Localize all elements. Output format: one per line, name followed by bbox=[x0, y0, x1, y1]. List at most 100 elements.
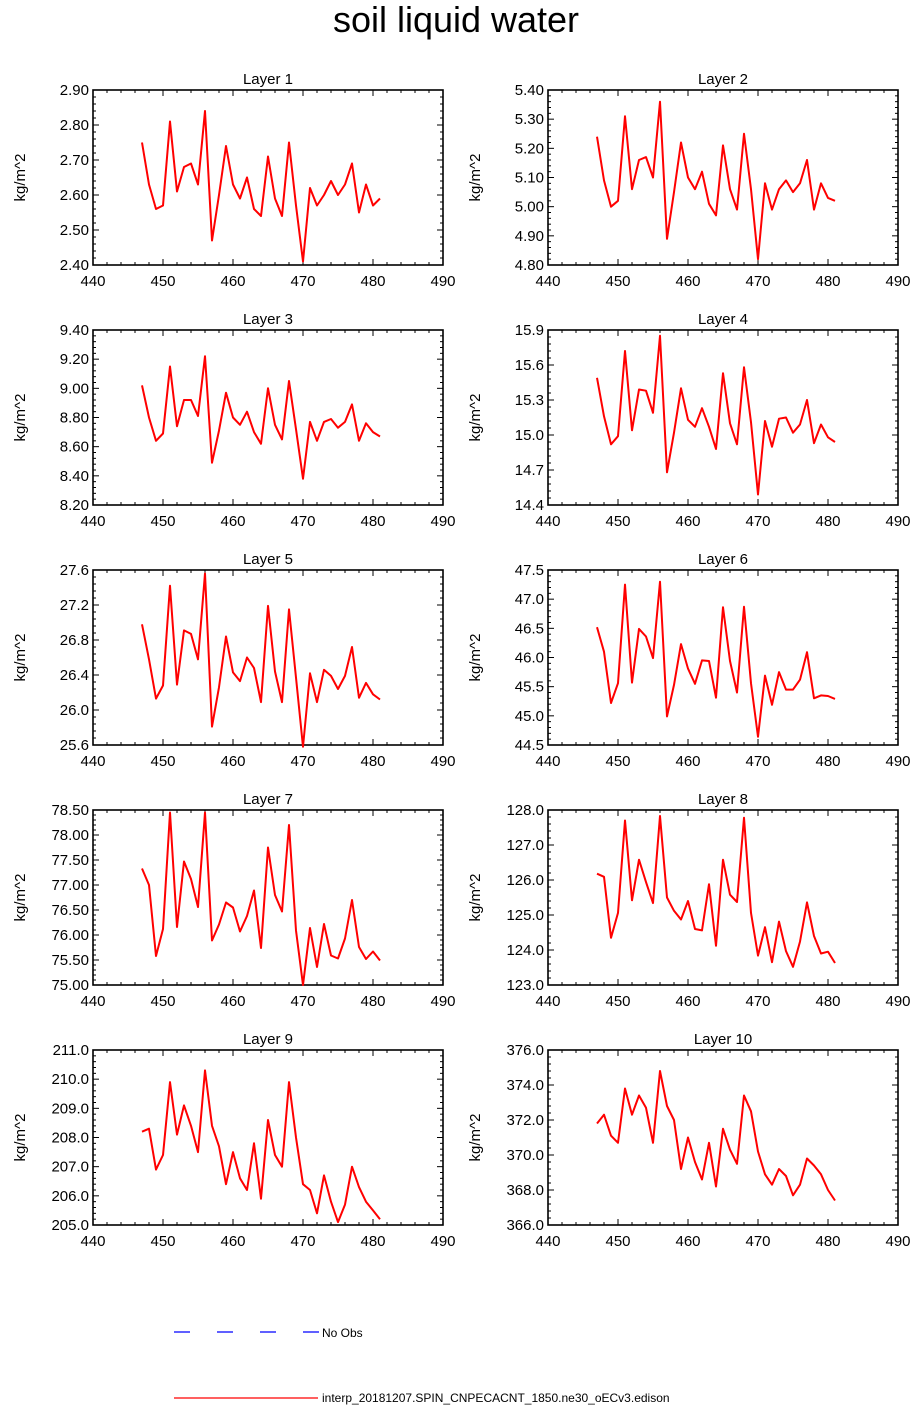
panel-10-title: Layer 10 bbox=[694, 1031, 752, 1048]
panel-2-xtick-label: 490 bbox=[885, 273, 910, 290]
panel-3-xtick-label: 490 bbox=[430, 513, 455, 530]
panel-6-ytick-label: 47.5 bbox=[515, 562, 544, 579]
panel-9-title: Layer 9 bbox=[243, 1031, 293, 1048]
panel-3-series-line bbox=[141, 355, 381, 480]
panel-10-xtick-label: 490 bbox=[885, 1233, 910, 1250]
panel-4-frame bbox=[547, 329, 899, 506]
panel-2-xtick-label: 440 bbox=[535, 273, 560, 290]
panel-8-ytick-label: 124.0 bbox=[506, 942, 544, 959]
panel-1-xtick-label: 470 bbox=[290, 273, 315, 290]
panel-4-series-line bbox=[596, 334, 836, 496]
panel-8-ytick-label: 123.0 bbox=[506, 977, 544, 994]
panel-1-title: Layer 1 bbox=[243, 71, 293, 88]
panel-2-xtick-label: 460 bbox=[675, 273, 700, 290]
panel-2-ytick-label: 4.90 bbox=[515, 228, 544, 245]
panel-4-ytick-label: 15.3 bbox=[515, 392, 544, 409]
panel-1-ytick-label: 2.60 bbox=[60, 187, 89, 204]
panel-9-ytick-label: 208.0 bbox=[51, 1130, 89, 1147]
panel-9-xtick-label: 490 bbox=[430, 1233, 455, 1250]
panel-1-xtick-label: 450 bbox=[150, 273, 175, 290]
panel-3-xtick-label: 480 bbox=[360, 513, 385, 530]
panel-8-title: Layer 8 bbox=[698, 791, 748, 808]
panel-10-ytick-label: 376.0 bbox=[506, 1042, 544, 1059]
panel-8-ytick-label: 127.0 bbox=[506, 837, 544, 854]
panel-1-xtick-label: 440 bbox=[80, 273, 105, 290]
panel-3-ytick-label: 8.60 bbox=[60, 439, 89, 456]
panel-5-ytick-label: 26.0 bbox=[60, 702, 89, 719]
panel-5-ytick-label: 26.8 bbox=[60, 632, 89, 649]
panel-8-xtick-label: 440 bbox=[535, 993, 560, 1010]
panel-5-ytick-label: 27.2 bbox=[60, 597, 89, 614]
panel-10-ytick-label: 366.0 bbox=[506, 1217, 544, 1234]
panel-6-xtick-label: 450 bbox=[605, 753, 630, 770]
panel-9-ytick-label: 205.0 bbox=[51, 1217, 89, 1234]
panel-5-ytick-label: 25.6 bbox=[60, 737, 89, 754]
panel-10-ytick-label: 370.0 bbox=[506, 1147, 544, 1164]
panel-8-ytick-label: 125.0 bbox=[506, 907, 544, 924]
panel-10-xtick-label: 450 bbox=[605, 1233, 630, 1250]
panel-9-series-line bbox=[141, 1069, 381, 1224]
panel-6-ytick-label: 45.0 bbox=[515, 708, 544, 725]
panel-10-xtick-label: 480 bbox=[815, 1233, 840, 1250]
panel-1-ytick-label: 2.80 bbox=[60, 117, 89, 134]
panel-6-series-line bbox=[596, 580, 836, 738]
figure-title: soil liquid water bbox=[332, 0, 580, 40]
panel-7-series-line bbox=[141, 811, 381, 986]
panel-6-xtick-label: 470 bbox=[745, 753, 770, 770]
legend-model-label: interp_20181207.SPIN_CNPECACNT_1850.ne30… bbox=[322, 1391, 670, 1405]
panel-9-ytick-label: 210.0 bbox=[51, 1071, 89, 1088]
panel-3-xtick-label: 460 bbox=[220, 513, 245, 530]
panel-4-ytick-label: 14.4 bbox=[515, 497, 544, 514]
panel-5-ytick-label: 27.6 bbox=[60, 562, 89, 579]
panel-7-ytick-label: 77.50 bbox=[51, 852, 89, 869]
panel-7-ytick-label: 76.50 bbox=[51, 902, 89, 919]
panel-9-frame bbox=[92, 1049, 444, 1226]
panel-5-title: Layer 5 bbox=[243, 551, 293, 568]
panel-6-ylabel: kg/m^2 bbox=[467, 634, 484, 682]
panel-3-ylabel: kg/m^2 bbox=[12, 394, 29, 442]
panel-6-ytick-label: 46.0 bbox=[515, 650, 544, 667]
panel-10-ytick-label: 374.0 bbox=[506, 1077, 544, 1094]
panel-6-ytick-label: 46.5 bbox=[515, 620, 544, 637]
panel-7-xtick-label: 460 bbox=[220, 993, 245, 1010]
panel-3-ytick-label: 8.80 bbox=[60, 410, 89, 427]
panel-8-xtick-label: 470 bbox=[745, 993, 770, 1010]
panel-8-ytick-label: 128.0 bbox=[506, 802, 544, 819]
panel-8-xtick-label: 490 bbox=[885, 993, 910, 1010]
panel-8-series-line bbox=[596, 815, 836, 968]
panel-4-ylabel: kg/m^2 bbox=[467, 394, 484, 442]
panel-2-frame bbox=[547, 89, 899, 266]
panel-9-xtick-label: 440 bbox=[80, 1233, 105, 1250]
panel-5-ylabel: kg/m^2 bbox=[12, 634, 29, 682]
panel-3-ytick-label: 8.20 bbox=[60, 497, 89, 514]
panel-3-ytick-label: 8.40 bbox=[60, 468, 89, 485]
panel-7-xtick-label: 470 bbox=[290, 993, 315, 1010]
panel-3-xtick-label: 450 bbox=[150, 513, 175, 530]
panel-4-ytick-label: 15.9 bbox=[515, 322, 544, 339]
panel-10-xtick-label: 440 bbox=[535, 1233, 560, 1250]
panel-2-ytick-label: 5.20 bbox=[515, 140, 544, 157]
panel-5-ytick-label: 26.4 bbox=[60, 667, 89, 684]
panel-1-xtick-label: 490 bbox=[430, 273, 455, 290]
panel-2-ytick-label: 4.80 bbox=[515, 257, 544, 274]
panel-7-ytick-label: 77.00 bbox=[51, 877, 89, 894]
panel-7-frame bbox=[92, 809, 444, 986]
panel-10-xtick-label: 470 bbox=[745, 1233, 770, 1250]
panel-5-frame bbox=[92, 569, 444, 746]
panel-2-title: Layer 2 bbox=[698, 71, 748, 88]
panel-1-xtick-label: 480 bbox=[360, 273, 385, 290]
panel-2-ytick-label: 5.30 bbox=[515, 111, 544, 128]
panel-6-xtick-label: 480 bbox=[815, 753, 840, 770]
panel-4-ytick-label: 14.7 bbox=[515, 462, 544, 479]
panel-4-xtick-label: 470 bbox=[745, 513, 770, 530]
panel-2-xtick-label: 450 bbox=[605, 273, 630, 290]
panel-9-ytick-label: 209.0 bbox=[51, 1100, 89, 1117]
panel-9-xtick-label: 450 bbox=[150, 1233, 175, 1250]
panel-1-ytick-label: 2.40 bbox=[60, 257, 89, 274]
panel-9-ytick-label: 211.0 bbox=[53, 1042, 89, 1059]
panel-2-ytick-label: 5.40 bbox=[515, 82, 544, 99]
panel-6-title: Layer 6 bbox=[698, 551, 748, 568]
panel-2-ylabel: kg/m^2 bbox=[467, 154, 484, 202]
panel-3-ytick-label: 9.40 bbox=[60, 322, 89, 339]
panel-2-ytick-label: 5.00 bbox=[515, 199, 544, 216]
